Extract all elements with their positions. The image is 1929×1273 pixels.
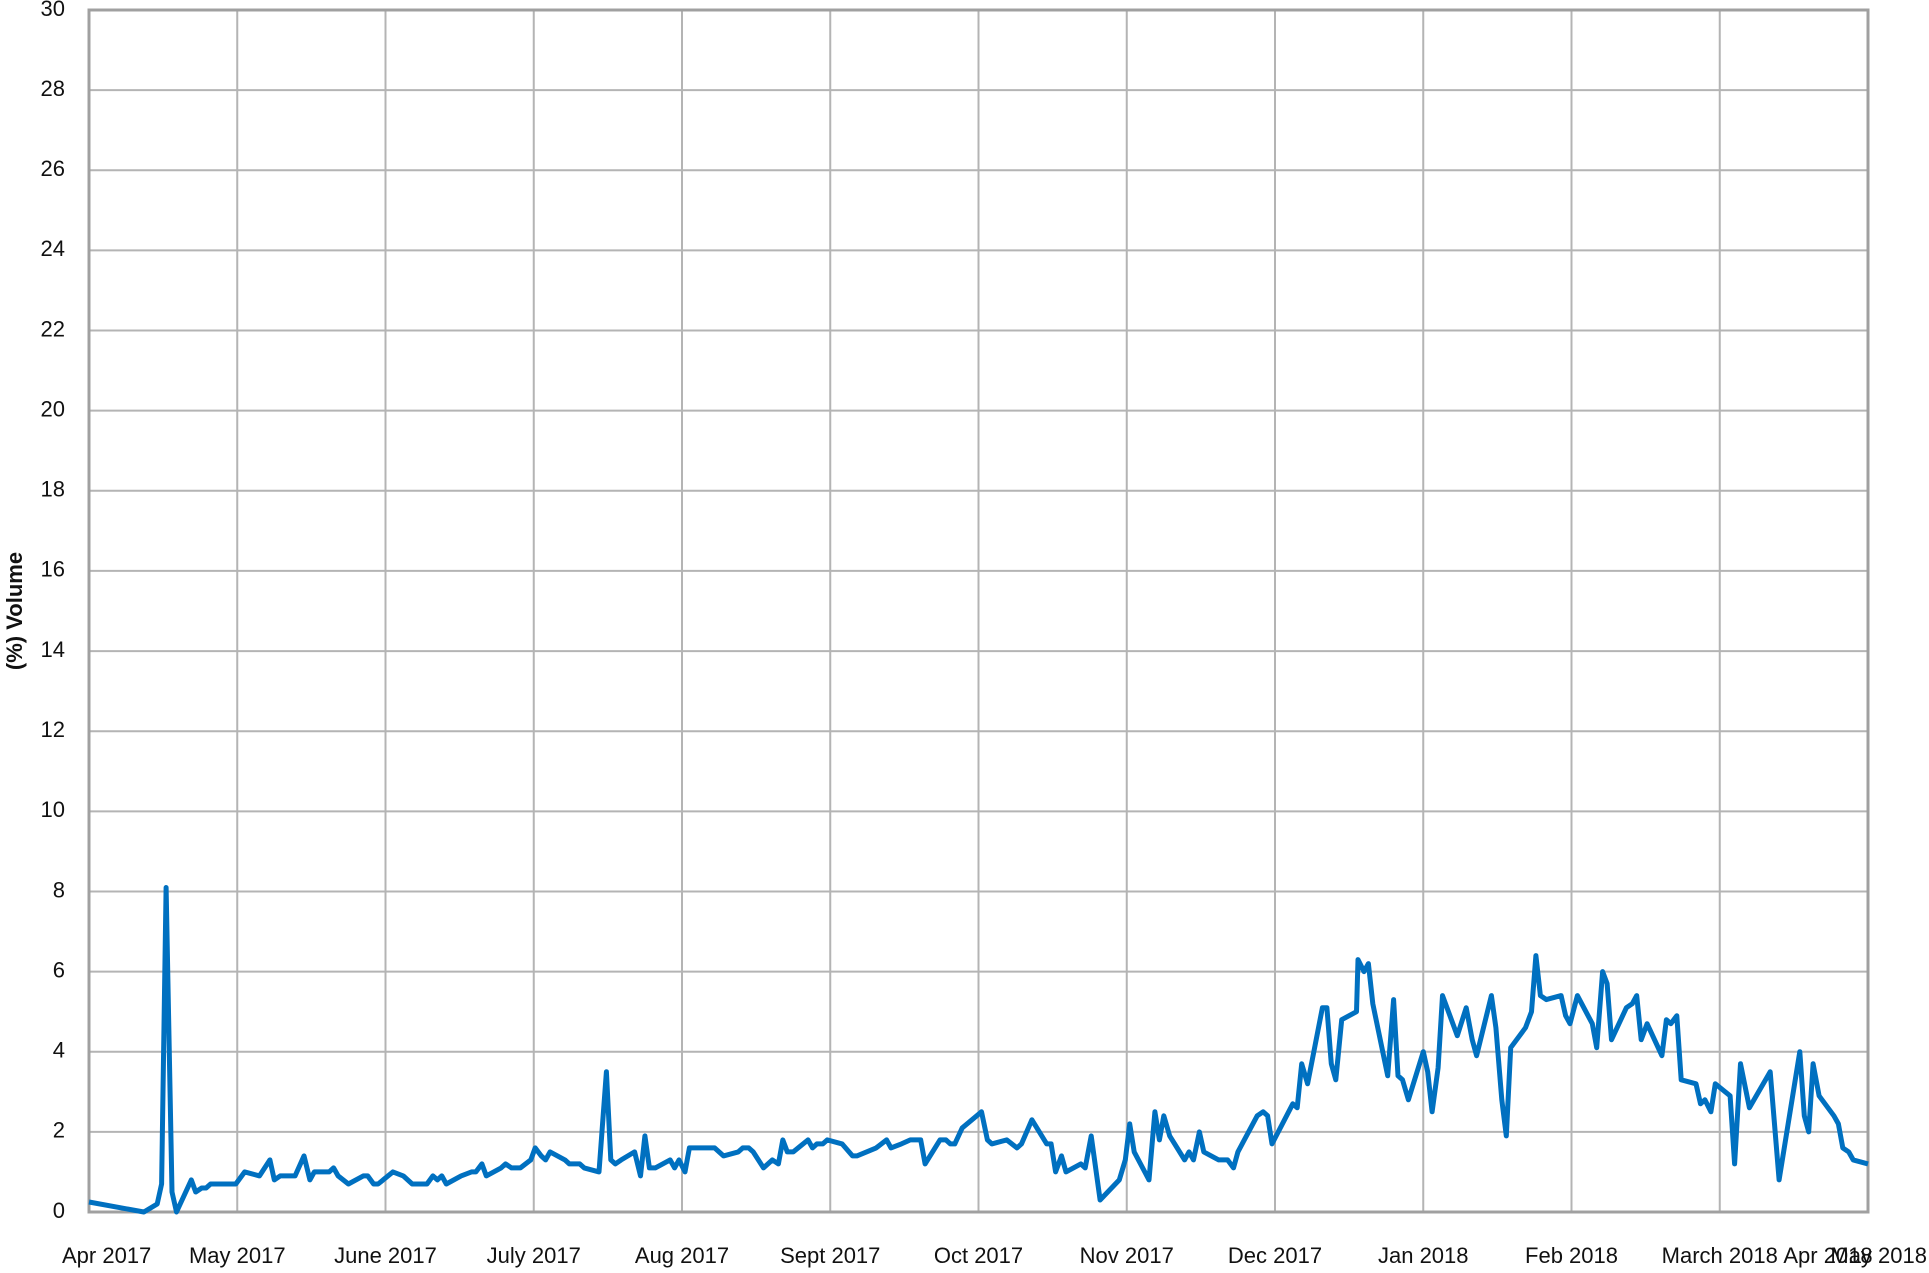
y-axis-label: (%) Volume — [2, 552, 27, 670]
x-tick-label: March 2018 — [1662, 1243, 1778, 1268]
y-tick-label: 0 — [53, 1198, 65, 1223]
y-tick-label: 24 — [41, 236, 65, 261]
y-tick-label: 30 — [41, 0, 65, 21]
x-tick-label: Apr 2018 — [1783, 1243, 1872, 1268]
x-tick-label: Sept 2017 — [780, 1243, 880, 1268]
x-tick-label: Nov 2017 — [1080, 1243, 1174, 1268]
x-tick-label: June 2017 — [334, 1243, 437, 1268]
y-tick-label: 20 — [41, 396, 65, 421]
x-tick-label: May 2017 — [189, 1243, 286, 1268]
y-tick-label: 6 — [53, 957, 65, 982]
y-tick-label: 26 — [41, 156, 65, 181]
x-tick-label: Oct 2017 — [934, 1243, 1023, 1268]
y-tick-label: 12 — [41, 717, 65, 742]
y-tick-label: 14 — [41, 637, 65, 662]
x-tick-label: May 2018 — [1830, 1243, 1927, 1268]
x-tick-label: Dec 2017 — [1228, 1243, 1322, 1268]
x-tick-label: Feb 2018 — [1525, 1243, 1618, 1268]
x-tick-label: Aug 2017 — [635, 1243, 729, 1268]
y-tick-label: 16 — [41, 557, 65, 582]
y-tick-label: 28 — [41, 76, 65, 101]
data-line — [88, 885, 1869, 1215]
plot-frame — [87, 8, 1870, 1214]
y-tick-label: 4 — [53, 1038, 65, 1063]
y-tick-label: 18 — [41, 477, 65, 502]
x-tick-label: Apr 2017 — [62, 1243, 151, 1268]
x-tick-label: Jan 2018 — [1378, 1243, 1469, 1268]
y-tick-label: 2 — [53, 1118, 65, 1143]
x-tick-label: July 2017 — [487, 1243, 581, 1268]
y-tick-label: 22 — [41, 316, 65, 341]
y-tick-label: 10 — [41, 797, 65, 822]
y-tick-label: 8 — [53, 877, 65, 902]
